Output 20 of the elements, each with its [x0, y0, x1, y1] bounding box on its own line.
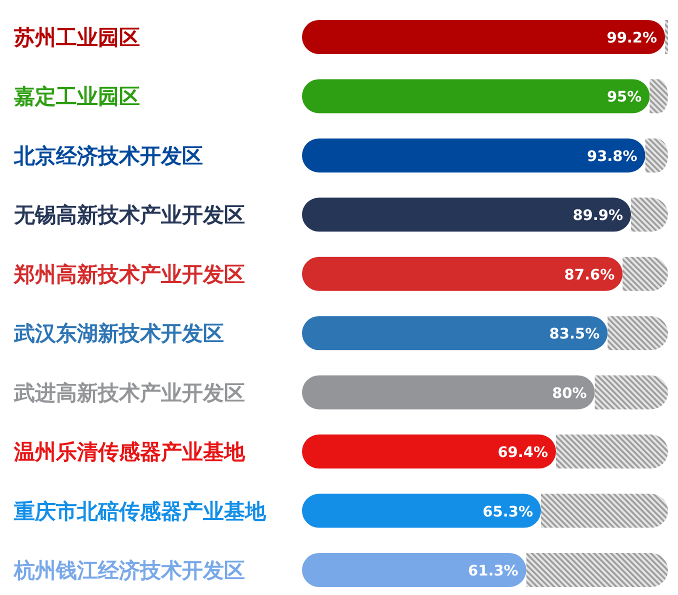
y-tick-label: 无锡高新技术产业开发区 [13, 203, 245, 228]
y-tick-label: 武汉东湖新技术开发区 [13, 322, 224, 346]
data-label: 80% [552, 386, 588, 402]
y-tick-label: 重庆市北碚传感器产业基地 [13, 499, 267, 524]
data-label: 61.3% [468, 564, 519, 580]
data-label: 65.3% [482, 504, 534, 520]
y-tick-label: 北京经济技术开发区 [13, 144, 203, 168]
data-label: 95% [606, 90, 642, 106]
data-label: 99.2% [606, 30, 658, 46]
data-label: 69.4% [498, 445, 548, 462]
y-tick-label: 苏州工业园区 [13, 26, 140, 50]
y-tick-label: 武进高新技术产业开发区 [13, 380, 245, 405]
y-tick-label: 郑州高新技术产业开发区 [13, 262, 245, 286]
data-label: 89.9% [572, 208, 624, 224]
y-tick-label: 温州乐清传感器产业基地 [13, 440, 246, 464]
data-label: 87.6% [564, 267, 616, 284]
y-tick-label: 杭州钱江经济技术开发区 [13, 558, 245, 582]
y-tick-label: 嘉定工业园区 [14, 84, 140, 109]
data-label: 93.8% [586, 148, 638, 165]
data-label: 83.5% [549, 326, 600, 343]
